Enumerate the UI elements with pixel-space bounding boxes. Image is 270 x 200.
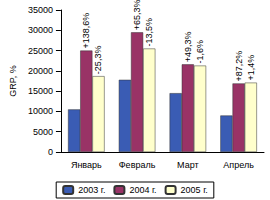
svg-text:Февраль: Февраль (119, 160, 156, 170)
svg-text:+65,3%: +65,3% (132, 0, 142, 30)
svg-text:15000: 15000 (28, 86, 53, 96)
svg-text:+49,3%: +49,3% (183, 32, 193, 63)
svg-text:5000: 5000 (33, 127, 53, 137)
svg-text:30000: 30000 (28, 25, 53, 35)
svg-text:0: 0 (48, 147, 53, 157)
svg-text:2004 г.: 2004 г. (129, 185, 156, 195)
svg-text:+1,4%: +1,4% (246, 55, 256, 81)
svg-text:+138,6%: +138,6% (81, 13, 91, 49)
svg-text:+87,2%: +87,2% (234, 51, 244, 82)
svg-text:25000: 25000 (28, 46, 53, 56)
svg-text:Март: Март (177, 160, 199, 170)
svg-text:-13,5%: -13,5% (144, 18, 154, 47)
svg-text:-1,6%: -1,6% (195, 40, 205, 64)
svg-text:35000: 35000 (28, 5, 53, 15)
svg-text:2005 г.: 2005 г. (181, 185, 208, 195)
svg-text:2003 г.: 2003 г. (78, 185, 105, 195)
svg-text:GRP, %: GRP, % (8, 65, 18, 96)
svg-text:Апрель: Апрель (223, 160, 254, 170)
svg-text:-25,3%: -25,3% (93, 46, 103, 75)
svg-text:Январь: Январь (71, 160, 102, 170)
svg-text:20000: 20000 (28, 66, 53, 76)
svg-text:10000: 10000 (28, 106, 53, 116)
